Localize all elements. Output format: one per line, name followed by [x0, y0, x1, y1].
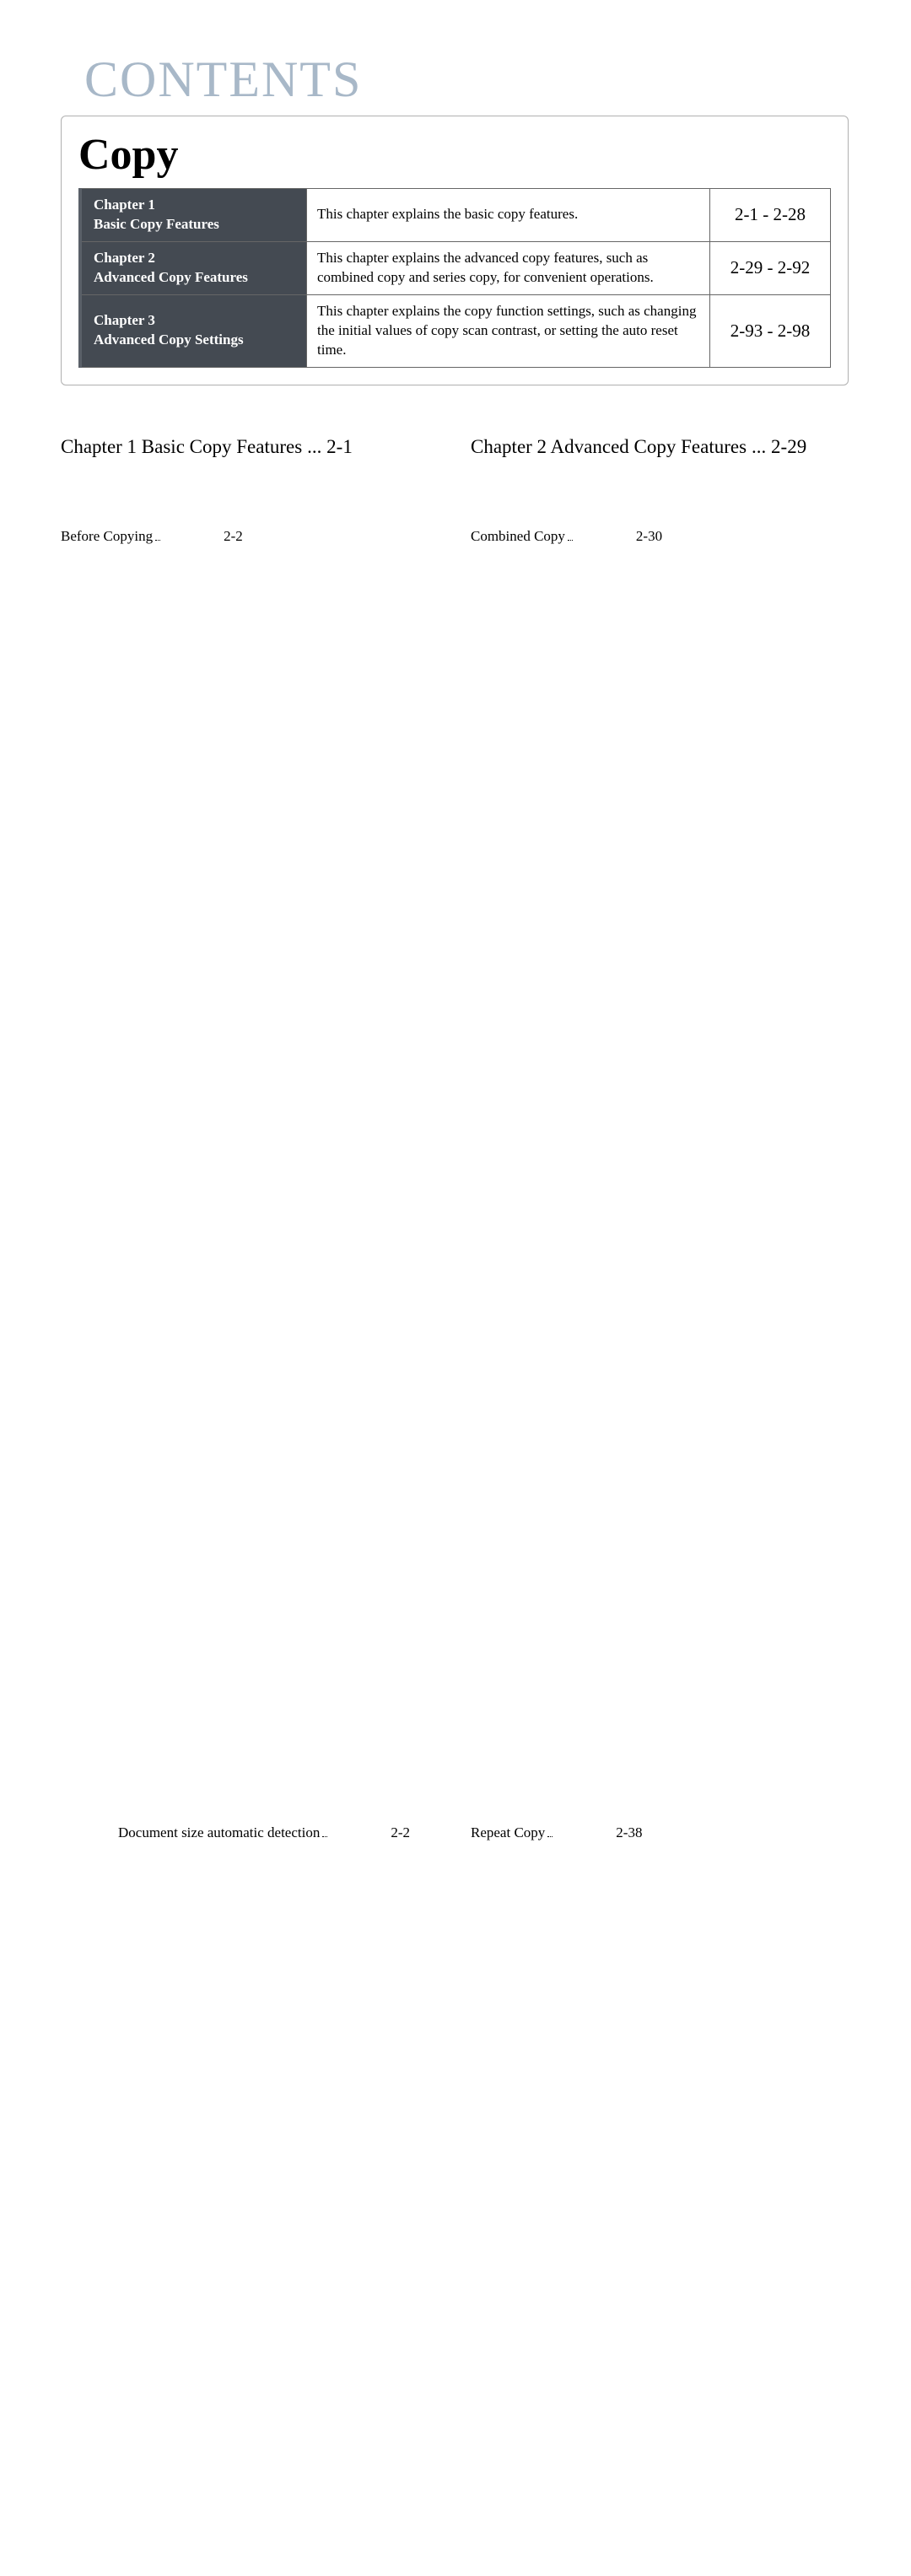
chapter-number: Chapter 2	[94, 249, 294, 268]
toc-right-heading: Chapter 2 Advanced Copy Features... 2-29	[471, 436, 850, 458]
chapter-desc: This chapter explains the copy function …	[307, 294, 710, 367]
dot-leader	[547, 1836, 553, 1837]
chapter-desc: This chapter explains the basic copy fea…	[307, 189, 710, 242]
toc-heading-label: Chapter 2 Advanced Copy Features	[471, 436, 747, 457]
chapter-label-cell: Chapter 3Advanced Copy Settings	[80, 294, 307, 367]
page: CONTENTS Copy Chapter 1Basic Copy Featur…	[0, 0, 911, 1288]
toc-left-heading: Chapter 1 Basic Copy Features... 2-1	[61, 436, 440, 458]
toc-heading-page-num: 2-1	[326, 436, 353, 457]
chapter-label-cell: Chapter 2Advanced Copy Features	[80, 241, 307, 294]
toc-left-list: Before Copying2-2Document size automatic…	[61, 477, 440, 2576]
toc-line: Document size automatic detection2-2	[61, 1773, 440, 2576]
chapter-name: Advanced Copy Settings	[94, 331, 294, 350]
chapter-table-body: Chapter 1Basic Copy FeaturesThis chapter…	[80, 189, 831, 368]
dot-leader	[568, 540, 573, 541]
toc-page: 2-2	[163, 477, 440, 1765]
contents-title: CONTENTS	[84, 51, 850, 109]
toc-line: Combined Copy 2-30	[471, 477, 850, 1765]
chapter-number: Chapter 3	[94, 311, 294, 331]
copy-box: Copy Chapter 1Basic Copy FeaturesThis ch…	[61, 116, 849, 385]
chapter-pages: 2-93 - 2-98	[710, 294, 831, 367]
chapter-pages: 2-29 - 2-92	[710, 241, 831, 294]
chapter-pages: 2-1 - 2-28	[710, 189, 831, 242]
toc-label: Combined Copy	[471, 527, 565, 547]
toc-left: Chapter 1 Basic Copy Features... 2-1 Bef…	[61, 436, 440, 2576]
toc-label: Before Copying	[61, 527, 153, 547]
toc-heading-page: ... 2-1	[307, 436, 353, 457]
chapter-name: Advanced Copy Features	[94, 268, 294, 288]
toc-heading-page-num: 2-29	[771, 436, 806, 457]
chapter-label-cell: Chapter 1Basic Copy Features	[80, 189, 307, 242]
dot-leader	[155, 540, 160, 541]
chapter-row: Chapter 3Advanced Copy SettingsThis chap…	[80, 294, 831, 367]
toc-page: 2-38	[555, 1773, 850, 2576]
toc-right: Chapter 2 Advanced Copy Features... 2-29…	[471, 436, 850, 2576]
copy-heading: Copy	[78, 130, 831, 180]
toc-label: Document size automatic detection	[118, 1824, 320, 1843]
chapter-row: Chapter 2Advanced Copy FeaturesThis chap…	[80, 241, 831, 294]
toc-page: 2-30	[575, 477, 850, 1765]
toc-columns: Chapter 1 Basic Copy Features... 2-1 Bef…	[61, 436, 850, 2576]
toc-heading-label: Chapter 1 Basic Copy Features	[61, 436, 302, 457]
toc-label: Repeat Copy	[471, 1824, 545, 1843]
dot-leader	[322, 1836, 327, 1837]
chapter-number: Chapter 1	[94, 196, 294, 215]
toc-line: Before Copying 2-2	[61, 477, 440, 1765]
chapter-name: Basic Copy Features	[94, 215, 294, 234]
toc-right-list: Combined Copy2-30Repeat Copy2-38Series C…	[471, 477, 850, 2576]
chapter-desc: This chapter explains the advanced copy …	[307, 241, 710, 294]
chapter-table: Chapter 1Basic Copy FeaturesThis chapter…	[78, 188, 831, 368]
toc-line: Repeat Copy 2-38	[471, 1773, 850, 2576]
toc-heading-page: ... 2-29	[752, 436, 806, 457]
toc-page: 2-2	[330, 1773, 471, 2576]
chapter-row: Chapter 1Basic Copy FeaturesThis chapter…	[80, 189, 831, 242]
